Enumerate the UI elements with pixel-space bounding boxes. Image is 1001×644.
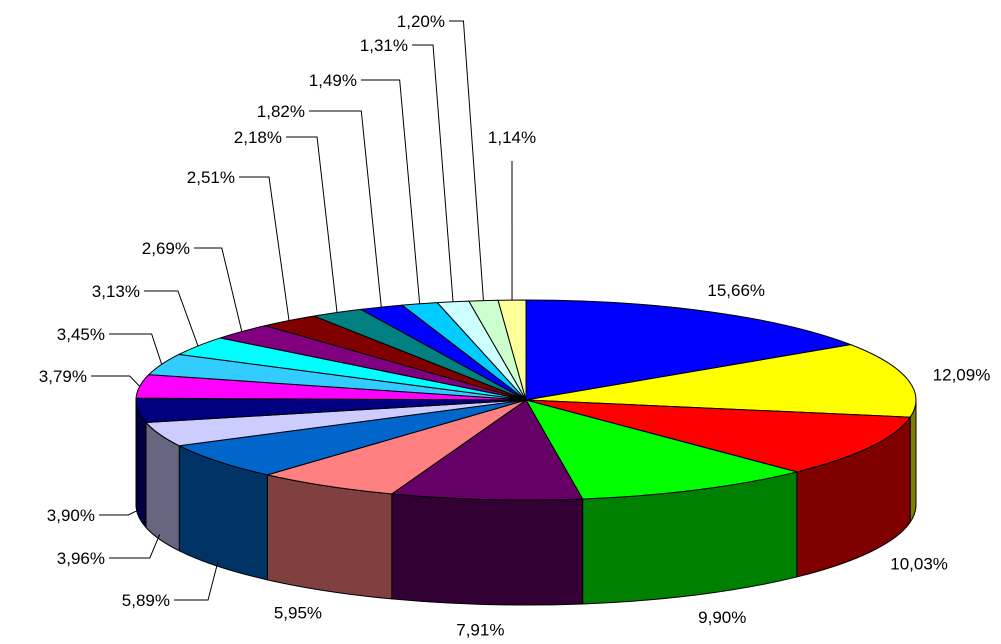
leader-line-11 [109, 333, 163, 365]
data-label-17: 1,49% [309, 71, 357, 90]
pie-slice-7 [178, 399, 527, 476]
leader-line-18 [412, 44, 454, 302]
pie-slice-1 [525, 299, 852, 401]
leader-line-7 [174, 560, 219, 601]
data-label-15: 2,18% [234, 128, 282, 147]
data-label-4: 9,90% [698, 608, 746, 627]
data-label-1: 15,66% [707, 281, 765, 300]
leader-line-15 [286, 136, 338, 313]
data-label-13: 2,69% [142, 239, 190, 258]
label-leaders [91, 20, 513, 601]
data-label-14: 2,51% [187, 168, 235, 187]
leader-line-14 [239, 176, 290, 321]
pie-tops [135, 299, 917, 501]
leader-line-17 [361, 79, 421, 304]
data-label-16: 1,82% [257, 102, 305, 121]
data-label-10: 3,79% [39, 367, 87, 386]
data-label-19: 1,20% [397, 12, 445, 31]
data-labels: 15,66% 12,09% 10,03% 9,90% 7,91% 5,95% 5,89% 3,… [39, 12, 991, 639]
leader-line-8 [109, 533, 161, 559]
leader-line-12 [144, 290, 199, 347]
data-label-20: 1,14% [488, 128, 536, 147]
pie-slice-side-2 [909, 399, 917, 523]
leader-line-9 [99, 509, 139, 516]
data-label-6: 5,95% [274, 603, 322, 622]
pie-sides [135, 399, 917, 606]
data-label-5: 7,91% [456, 620, 504, 639]
leader-line-16 [309, 110, 382, 308]
pie-slice-side-5 [391, 493, 584, 606]
pie-slice-2 [525, 344, 917, 418]
pie-slice-6 [266, 399, 527, 495]
data-label-3: 10,03% [890, 555, 948, 574]
leader-line-13 [194, 247, 243, 332]
data-label-18: 1,31% [360, 36, 408, 55]
data-label-12: 3,13% [92, 282, 140, 301]
leader-line-19 [449, 20, 484, 301]
pie-slice-3 [525, 399, 911, 473]
pie-slice-side-6 [266, 474, 393, 600]
pie-slice-4 [525, 399, 798, 500]
data-label-7: 5,89% [122, 591, 170, 610]
pie-slice-5 [391, 399, 584, 501]
data-label-8: 3,96% [57, 549, 105, 568]
data-label-11: 3,45% [57, 325, 105, 344]
data-label-9: 3,90% [47, 506, 95, 525]
leader-line-10 [91, 375, 141, 387]
data-label-2: 12,09% [933, 365, 991, 384]
